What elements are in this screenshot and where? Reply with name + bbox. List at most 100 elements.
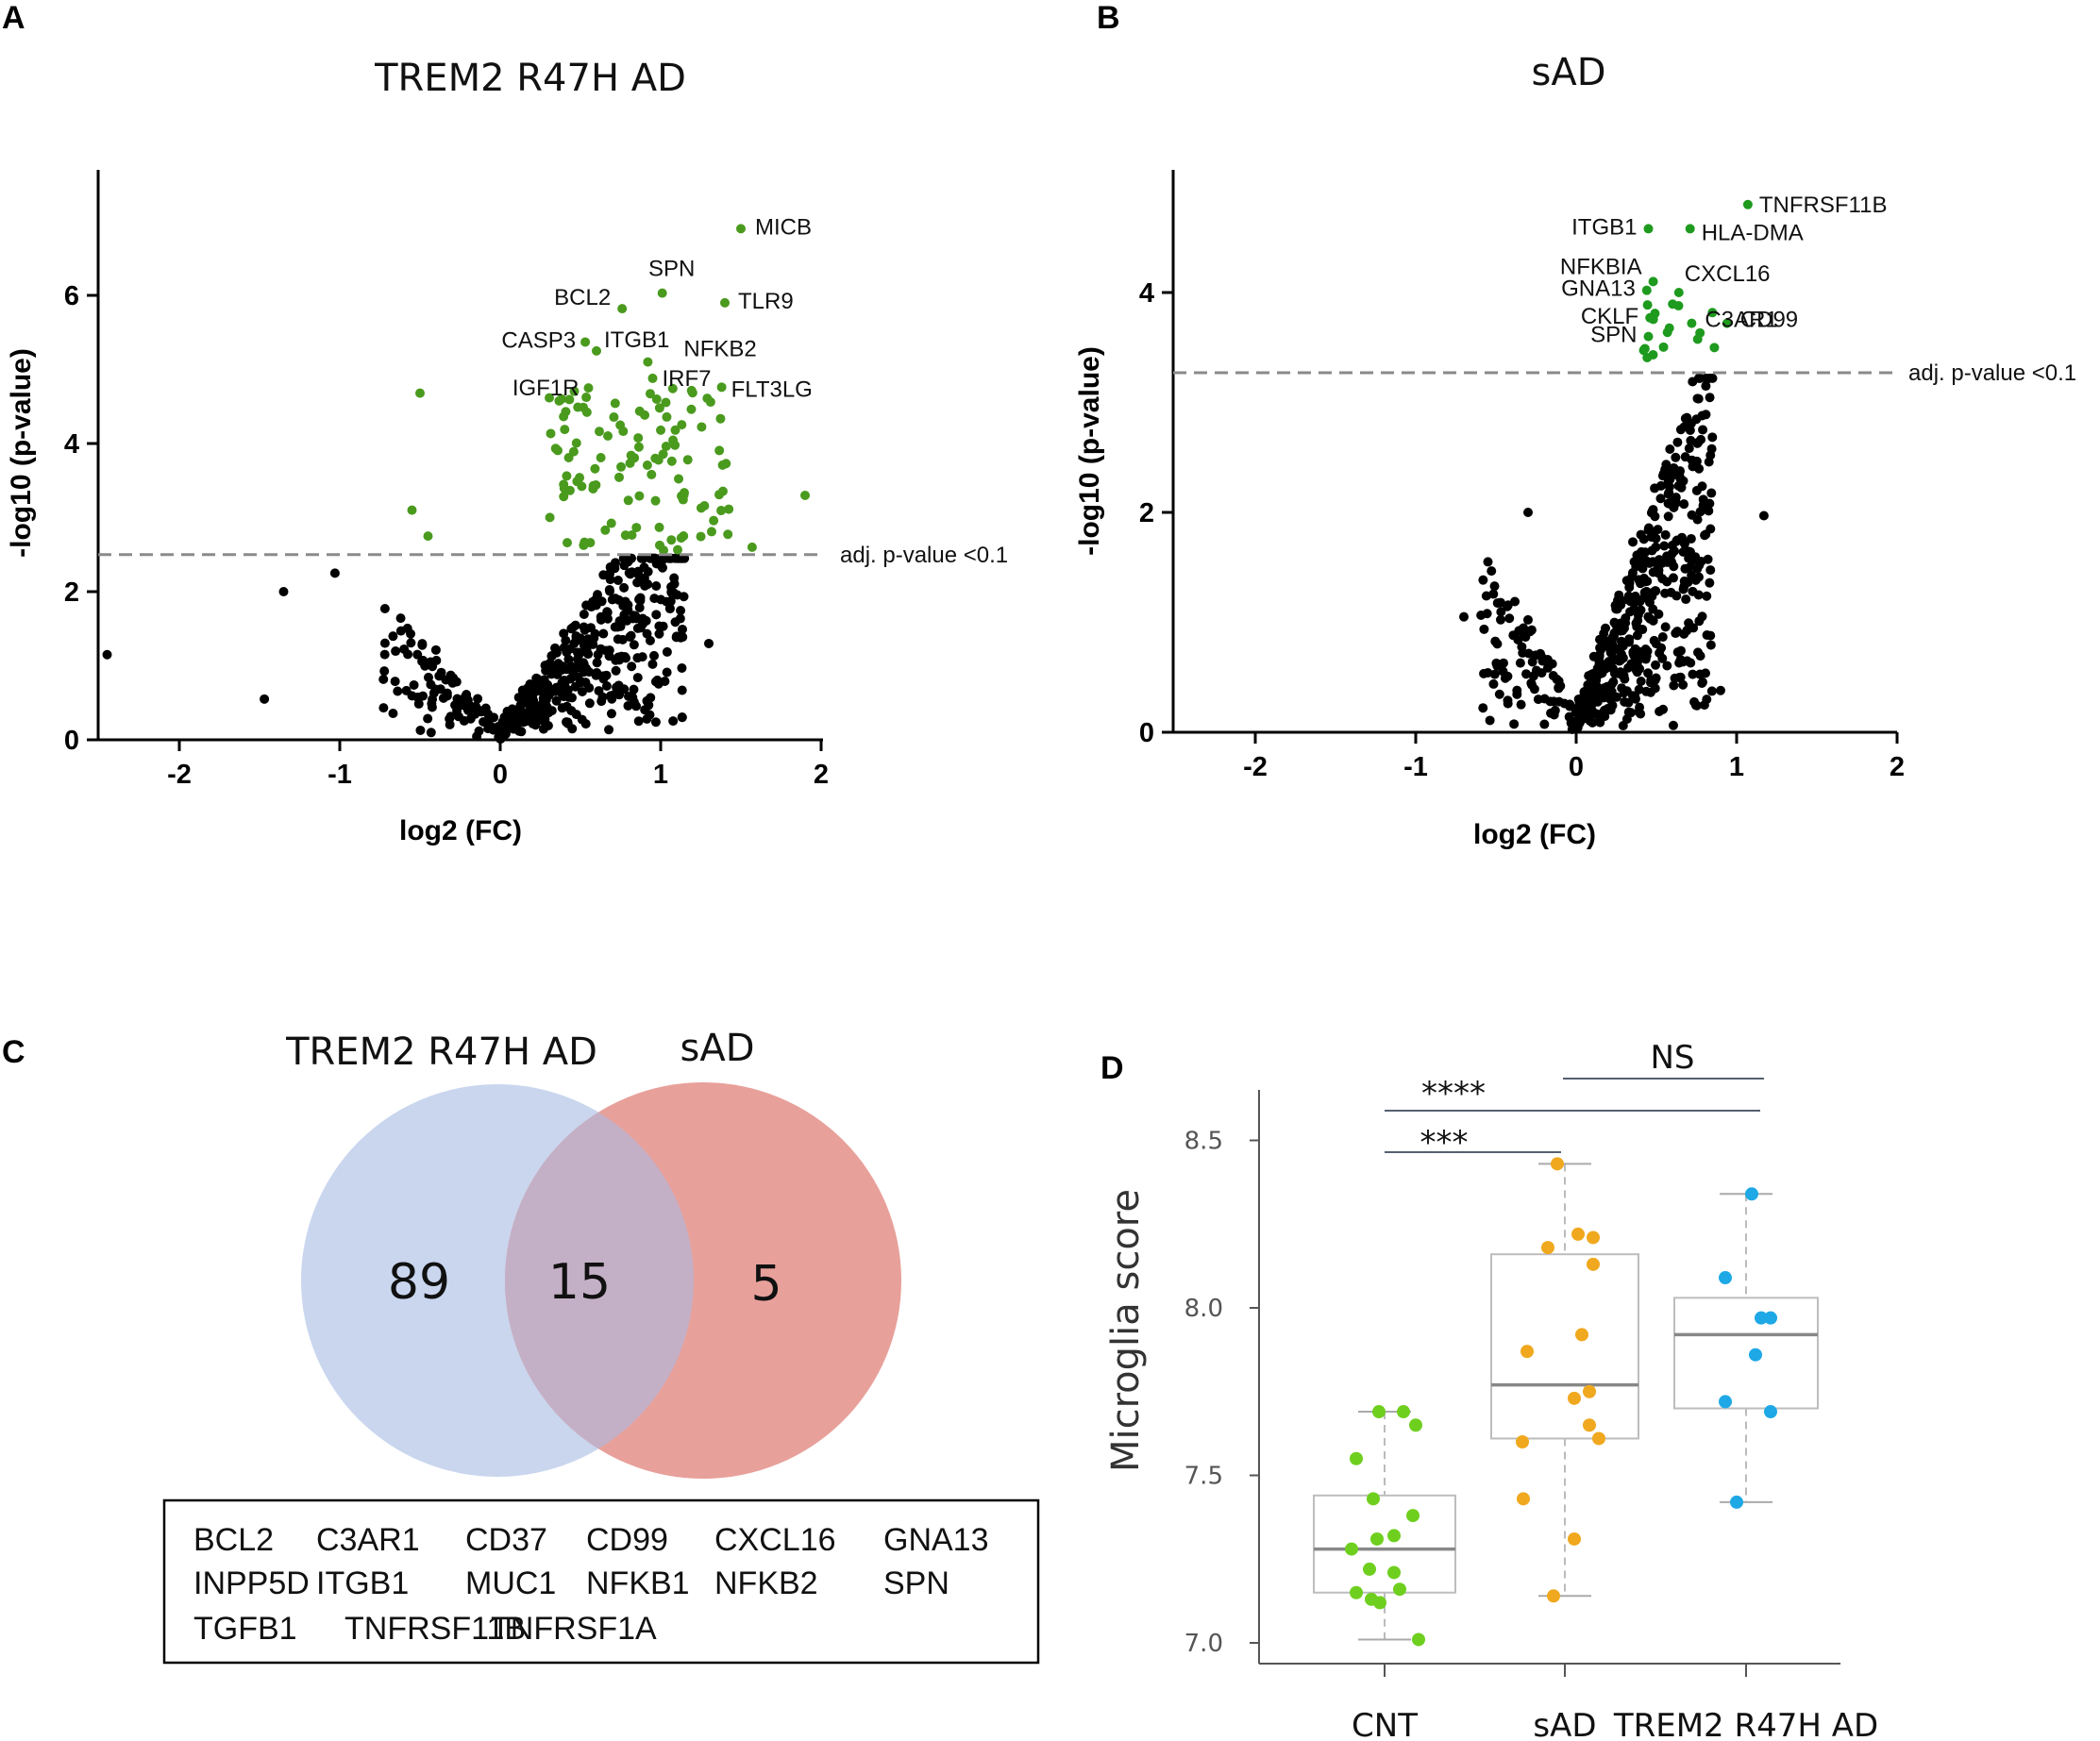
significant-point xyxy=(714,445,725,456)
data-point xyxy=(558,661,568,672)
data-point xyxy=(1639,577,1650,587)
data-point xyxy=(588,639,598,649)
data-point xyxy=(431,655,442,665)
score-point xyxy=(1541,1241,1554,1255)
data-point xyxy=(1618,641,1628,651)
data-point xyxy=(1521,669,1532,679)
data-point xyxy=(447,678,458,688)
data-point xyxy=(518,710,529,720)
significant-point xyxy=(653,455,664,465)
data-point xyxy=(1583,691,1593,701)
significant-point xyxy=(682,455,693,465)
shared-gene-inpp5d: INPP5D xyxy=(193,1565,310,1601)
score-point xyxy=(1370,1532,1384,1546)
data-point xyxy=(426,728,436,738)
data-point xyxy=(378,703,389,713)
gene-label-gna13: GNA13 xyxy=(1561,276,1636,302)
data-point xyxy=(1679,539,1689,549)
significant-point xyxy=(577,481,587,492)
significant-point xyxy=(563,538,573,548)
outlier-point xyxy=(1716,685,1725,695)
data-point xyxy=(525,686,535,696)
panel-a-y-label: -log10 (p-value) xyxy=(6,348,37,558)
score-point xyxy=(1571,1227,1585,1241)
data-point xyxy=(620,596,630,607)
significant-point xyxy=(661,397,671,408)
data-point xyxy=(666,588,677,598)
gene-label-hla-dma: HLA-DMA xyxy=(1702,220,1804,245)
score-point xyxy=(1409,1418,1422,1432)
data-point xyxy=(1619,688,1629,698)
data-point xyxy=(561,635,571,645)
data-point xyxy=(1669,462,1679,473)
panel-c-label: C xyxy=(2,1034,25,1070)
data-point xyxy=(1588,717,1598,728)
box-0 xyxy=(1313,1494,1456,1594)
data-point xyxy=(1517,642,1527,652)
significant-point xyxy=(654,403,664,413)
gene-label-tnfrsf11b: TNFRSF11B xyxy=(1759,193,1888,218)
data-point xyxy=(473,694,483,704)
data-point xyxy=(378,674,389,684)
data-point xyxy=(538,684,548,695)
data-point xyxy=(1660,464,1671,475)
significant-point xyxy=(645,389,655,399)
data-point xyxy=(1671,452,1681,462)
y-tick-label: 4 xyxy=(64,429,79,460)
data-point xyxy=(642,628,652,639)
shared-gene-itgb1: ITGB1 xyxy=(316,1565,409,1601)
gene-label-bcl2: BCL2 xyxy=(554,285,611,310)
data-point xyxy=(658,621,668,631)
significance-label-0: **** xyxy=(1421,1075,1486,1113)
panel-b: B sAD -2 -1 0 1 2 0 2 4 adj. p-value <0.1 TNFRS… xyxy=(1074,0,2076,850)
data-point xyxy=(1498,658,1508,668)
significant-point xyxy=(670,440,680,450)
significant-point xyxy=(702,393,713,404)
data-point xyxy=(497,719,508,729)
labeled-point-cxcl16 xyxy=(1673,288,1684,297)
data-point xyxy=(415,725,426,735)
score-point xyxy=(1412,1632,1425,1647)
data-point xyxy=(1623,697,1634,708)
data-point xyxy=(1621,576,1632,586)
score-point xyxy=(1520,1345,1534,1359)
data-point xyxy=(1669,680,1679,691)
data-point xyxy=(406,638,416,648)
data-point xyxy=(654,628,664,639)
labeled-point-flt3lg xyxy=(716,382,727,393)
data-point xyxy=(1665,444,1675,455)
venn-right-count: 5 xyxy=(750,1256,781,1313)
significant-point xyxy=(654,522,664,532)
data-point xyxy=(1706,686,1717,696)
significant-point xyxy=(545,512,555,523)
data-point xyxy=(1642,646,1653,657)
score-point xyxy=(1387,1529,1401,1543)
data-point xyxy=(406,628,416,639)
shared-gene-bcl2: BCL2 xyxy=(193,1522,274,1558)
significant-point xyxy=(676,533,686,544)
outlier-point xyxy=(800,490,810,500)
data-point xyxy=(454,711,464,722)
data-point xyxy=(664,603,675,613)
data-point xyxy=(1636,676,1646,686)
data-point xyxy=(1688,669,1698,679)
data-point xyxy=(1679,628,1689,639)
data-point xyxy=(1491,658,1502,668)
data-point xyxy=(393,686,403,696)
x-tick-label: 1 xyxy=(1729,752,1744,782)
data-point xyxy=(1630,591,1640,601)
labeled-point-spn xyxy=(1643,331,1654,342)
data-point xyxy=(1611,692,1621,702)
significant-point xyxy=(1638,345,1649,356)
data-point xyxy=(613,634,623,645)
data-point xyxy=(1634,654,1644,664)
data-point xyxy=(1623,707,1634,717)
outlier-point xyxy=(1523,508,1533,517)
data-point xyxy=(1659,541,1670,551)
significant-point xyxy=(1664,323,1674,333)
outlier-point xyxy=(1483,557,1493,567)
data-point xyxy=(632,653,643,663)
data-point xyxy=(1601,623,1611,633)
